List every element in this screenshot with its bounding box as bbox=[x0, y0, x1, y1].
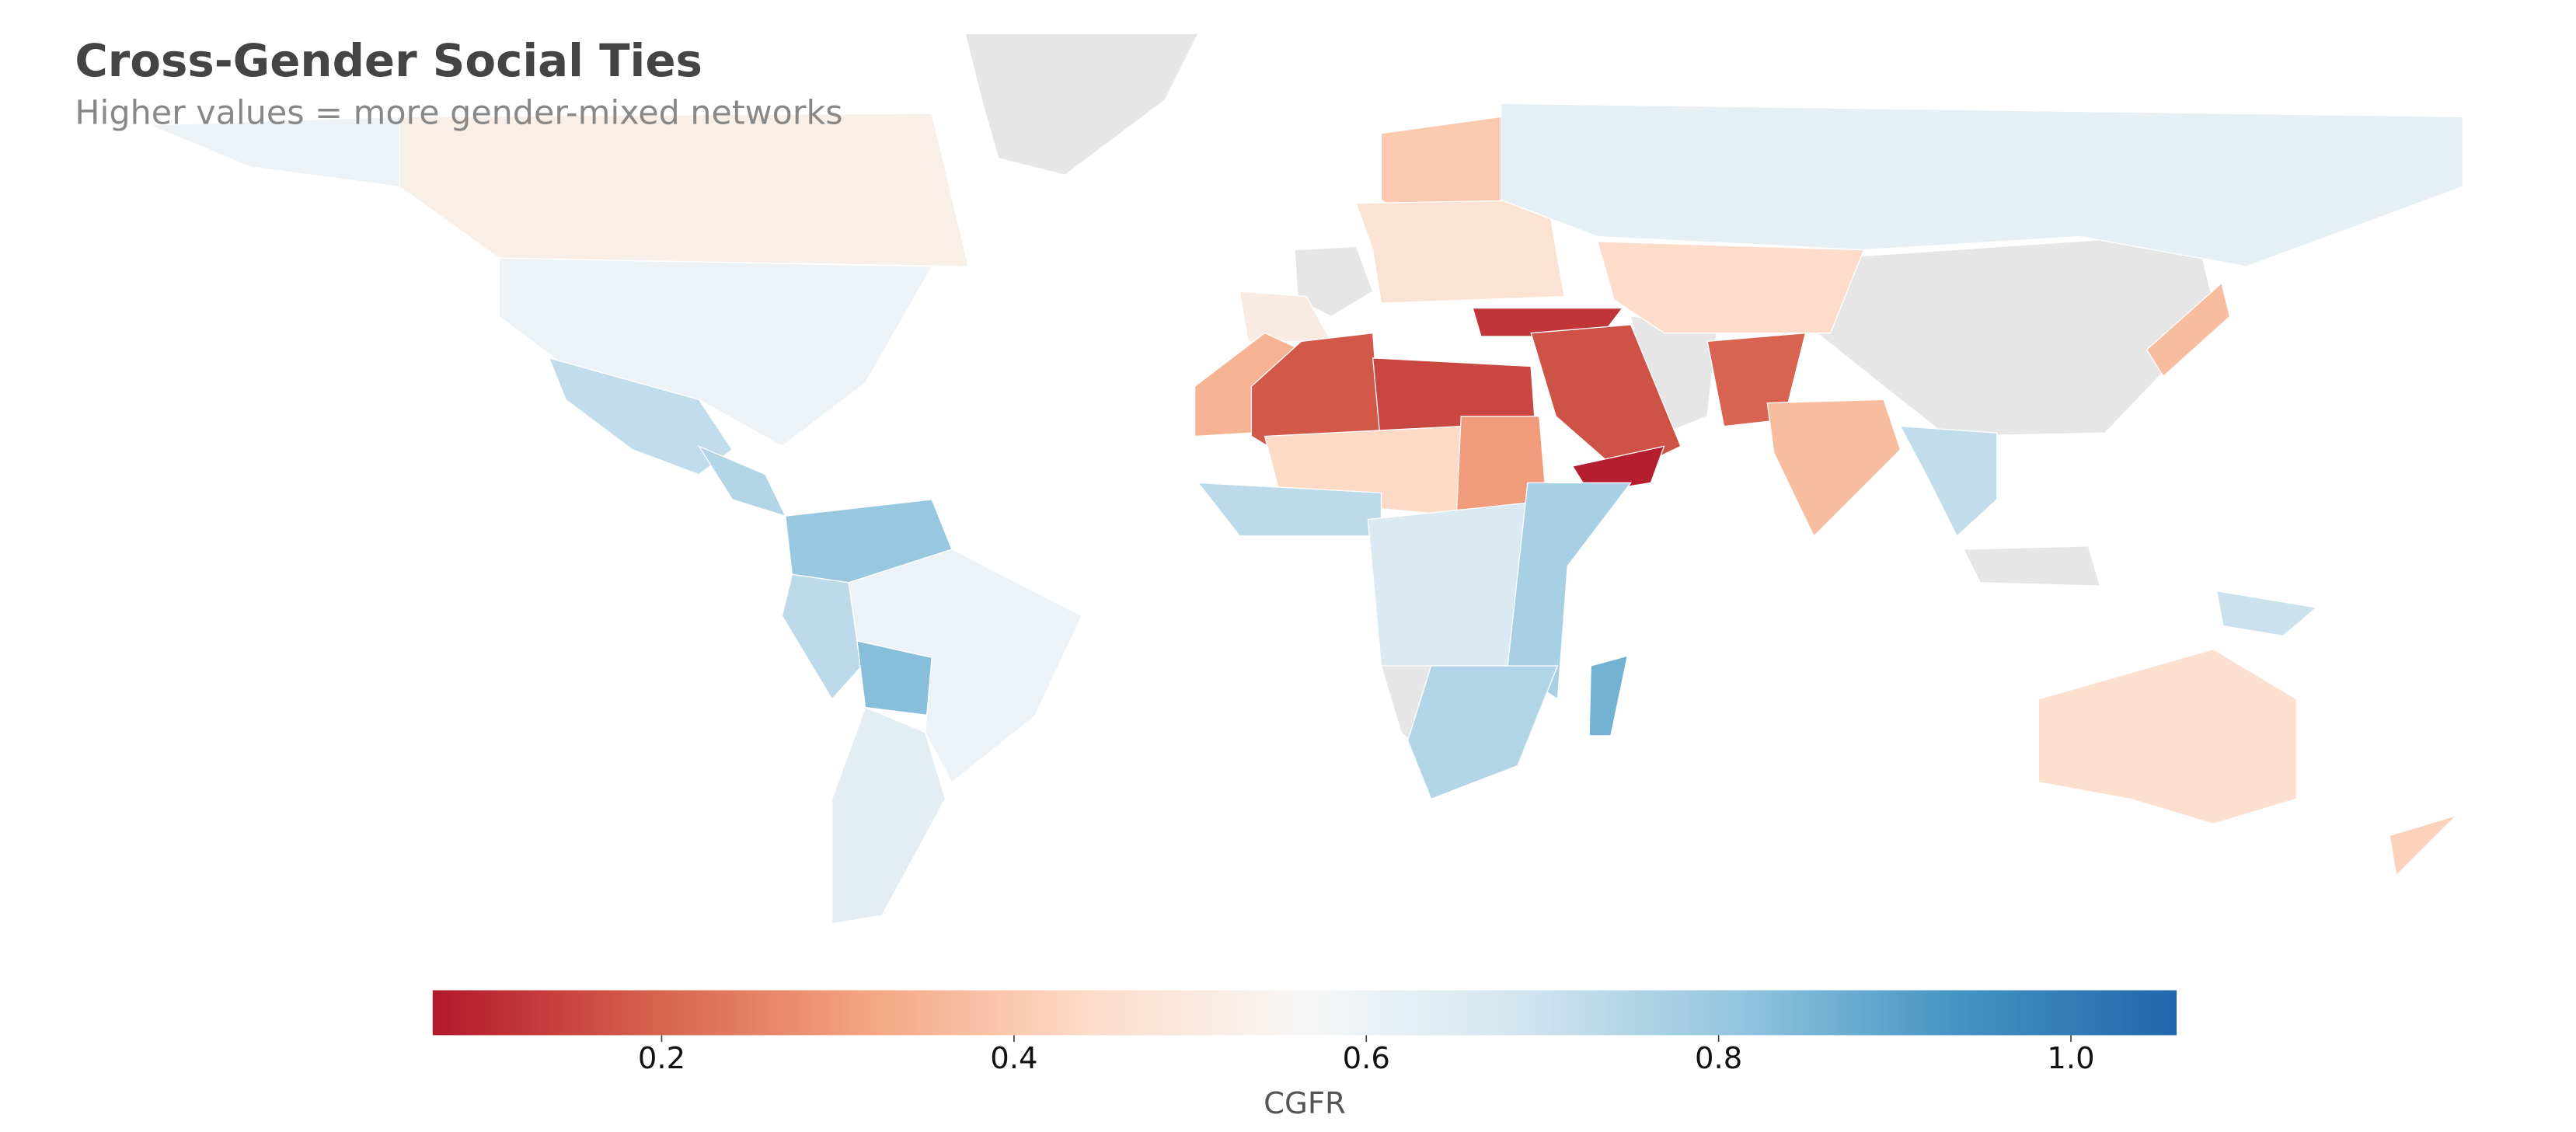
regions bbox=[149, 103, 2464, 925]
region bbox=[831, 706, 946, 925]
no-data-land bbox=[964, 33, 2218, 759]
region bbox=[781, 573, 863, 700]
region bbox=[697, 444, 786, 517]
colorbar-tick-label: 0.4 bbox=[990, 1041, 1037, 1076]
region bbox=[1197, 482, 1382, 537]
region bbox=[1766, 399, 1901, 538]
region bbox=[1899, 425, 1998, 538]
region bbox=[498, 257, 933, 448]
region bbox=[1596, 241, 1865, 334]
region bbox=[2215, 590, 2318, 637]
region bbox=[1355, 199, 1565, 304]
colorbar bbox=[432, 990, 2177, 1036]
colorbar-tick-label: 0.6 bbox=[1343, 1041, 1390, 1076]
region bbox=[149, 116, 400, 187]
region bbox=[1500, 103, 2464, 267]
colorbar-tick-label: 0.8 bbox=[1695, 1041, 1742, 1076]
region bbox=[399, 113, 970, 267]
land-no-data bbox=[964, 33, 1199, 176]
region bbox=[2389, 815, 2457, 877]
region bbox=[2037, 648, 2297, 825]
region bbox=[848, 549, 1082, 783]
region bbox=[1407, 665, 1559, 800]
colorbar-tick-label: 0.2 bbox=[638, 1041, 685, 1076]
region bbox=[548, 357, 734, 475]
region bbox=[1367, 502, 1532, 667]
colorbar-label: CGFR bbox=[1264, 1086, 1346, 1121]
land-no-data bbox=[1294, 246, 1374, 318]
chart-subtitle: Higher values = more gender-mixed networ… bbox=[75, 94, 842, 133]
colorbar-ticks: 0.2 0.4 0.6 0.8 1.0 bbox=[638, 1035, 2095, 1076]
region bbox=[1507, 482, 1632, 700]
colorbar-tick-label: 1.0 bbox=[2047, 1041, 2094, 1076]
region bbox=[1588, 655, 1629, 737]
chart-title: Cross-Gender Social Ties bbox=[75, 34, 702, 87]
land-no-data bbox=[1962, 545, 2101, 587]
region bbox=[2146, 282, 2231, 378]
